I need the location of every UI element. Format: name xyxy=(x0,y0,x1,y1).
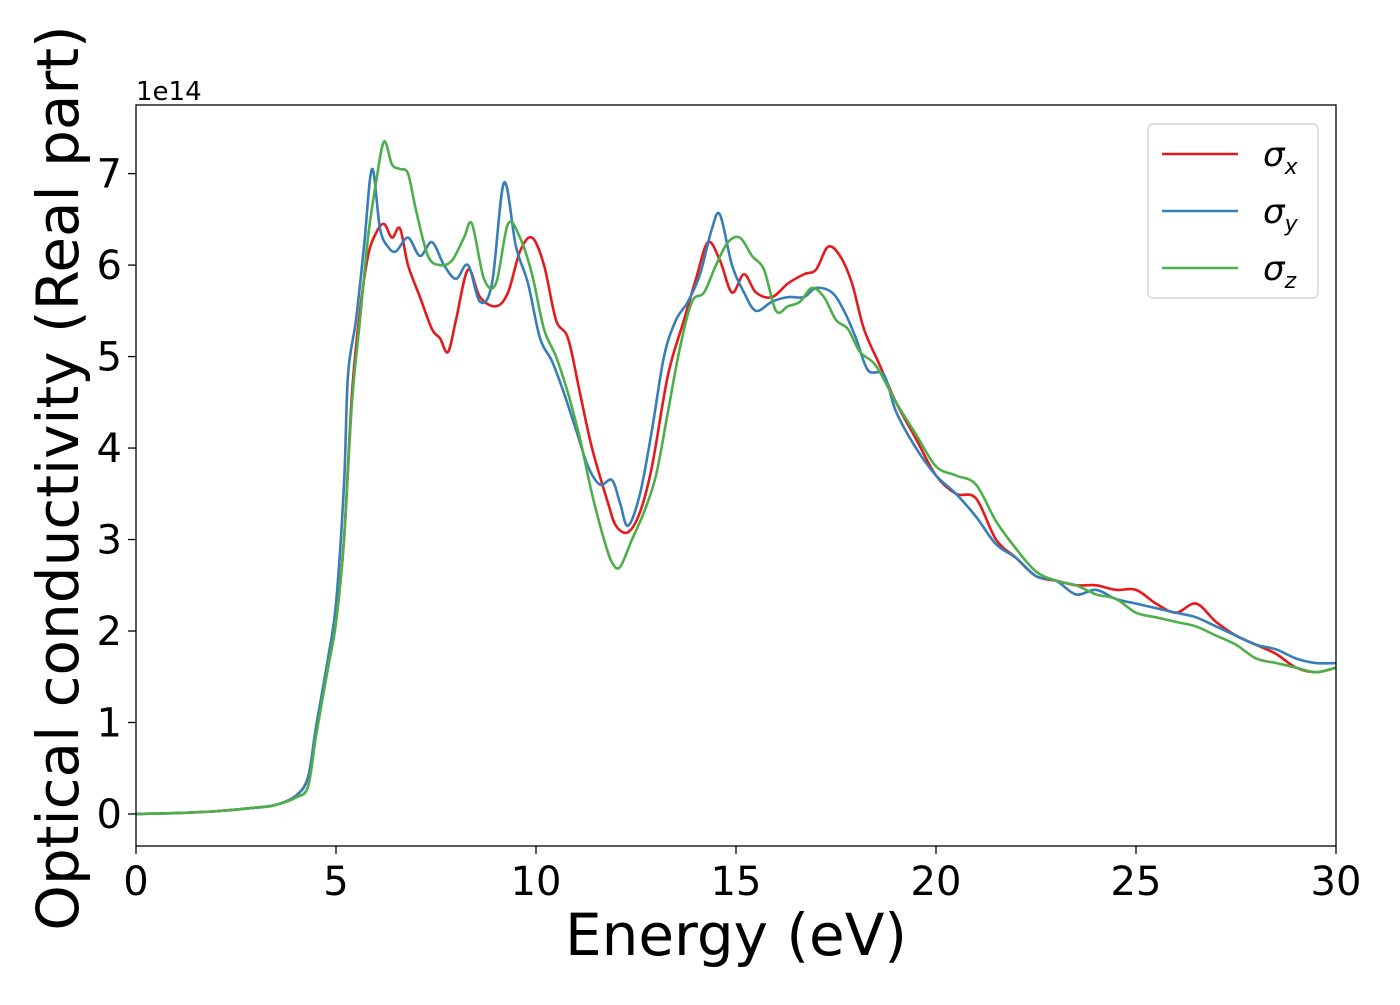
series-line-y xyxy=(136,167,1336,816)
plot-area xyxy=(135,104,1337,847)
x-tick-label: 20 xyxy=(911,859,962,905)
x-tick-label: 0 xyxy=(123,859,148,905)
series-line-z xyxy=(136,140,1336,816)
y-tick-label: 3 xyxy=(97,518,122,564)
x-tick-label: 15 xyxy=(711,859,762,905)
x-axis-ticks: 0 5 10 15 20 25 30 xyxy=(123,846,1361,905)
y-axis-title: Optical conductivity (Real part) xyxy=(24,25,92,930)
y-tick-label: 7 xyxy=(97,152,122,198)
x-axis-title: Energy (eV) xyxy=(565,901,907,969)
x-tick-label: 10 xyxy=(511,859,562,905)
y-tick-label: 5 xyxy=(97,335,122,381)
x-tick-label: 25 xyxy=(1111,859,1162,905)
y-axis-offset-label: 1e14 xyxy=(136,77,202,107)
y-axis-ticks: 0 1 2 3 4 5 6 7 xyxy=(97,152,136,838)
y-tick-label: 6 xyxy=(97,243,122,289)
x-tick-label: 5 xyxy=(323,859,348,905)
y-tick-label: 4 xyxy=(97,426,122,472)
series-lines xyxy=(136,140,1336,816)
y-tick-label: 1 xyxy=(97,701,122,747)
y-tick-label: 2 xyxy=(97,609,122,655)
y-tick-label: 0 xyxy=(97,792,122,838)
x-tick-label: 30 xyxy=(1311,859,1362,905)
